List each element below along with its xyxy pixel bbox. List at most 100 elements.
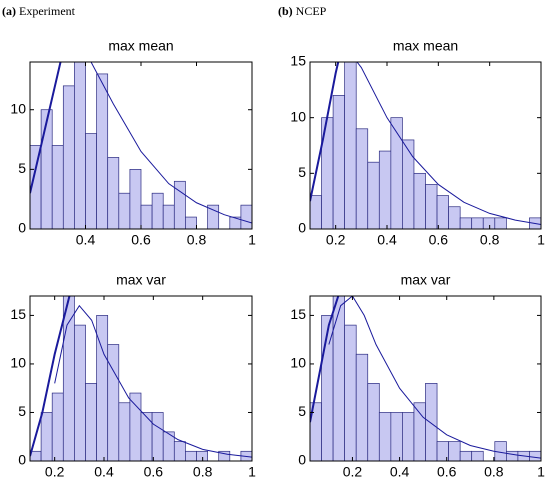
- x-tick-label: 0.8: [193, 464, 213, 480]
- y-tick-label: 5: [18, 403, 26, 419]
- bar: [96, 73, 109, 230]
- bar: [62, 85, 75, 230]
- panel-label: (a) Experiment: [2, 4, 76, 18]
- bar: [240, 204, 253, 230]
- bar: [140, 204, 153, 230]
- bar: [51, 392, 64, 462]
- bar: [309, 195, 322, 230]
- chart-title: max var: [401, 272, 451, 288]
- chart: max mean 0 5 10 15 0.2 0.4 0.6 0.8 1: [290, 38, 545, 248]
- y-tick-label: 15: [290, 53, 306, 69]
- x-tick-label: 0.8: [484, 464, 504, 480]
- fit-curve: [30, 62, 62, 194]
- bar: [355, 128, 369, 230]
- bar: [471, 217, 484, 230]
- x-tick-label: 0.2: [343, 464, 363, 480]
- chart-title: max mean: [108, 38, 173, 54]
- bar: [506, 450, 519, 462]
- y-tick-label: 5: [298, 403, 306, 419]
- y-tick-label: 15: [10, 306, 26, 322]
- bar: [390, 412, 403, 462]
- x-tick-label: 0.4: [94, 464, 114, 480]
- plot-frame: [309, 295, 542, 462]
- panel-tag: (b): [278, 4, 293, 18]
- x-tick-label: 0.2: [326, 232, 346, 248]
- bar: [355, 353, 369, 462]
- bar: [85, 383, 97, 462]
- bar: [448, 206, 461, 230]
- bar: [344, 324, 357, 462]
- bar: [51, 145, 64, 230]
- x-tick-label: 0.6: [144, 464, 164, 480]
- bar: [402, 412, 415, 462]
- bar: [367, 383, 380, 462]
- x-tick-label: 0.8: [187, 232, 207, 248]
- y-tick-label: 0: [298, 220, 306, 236]
- bar: [173, 441, 186, 462]
- chart: max var 0 5 10 15 0.2 0.4 0.6 0.8 1: [290, 272, 545, 480]
- bar: [332, 295, 346, 462]
- x-tick-label: 1: [537, 232, 545, 248]
- bar: [40, 109, 53, 230]
- bar: [459, 450, 473, 462]
- chart: max var 0 5 10 15 0.2 0.4 0.6 0.8 1: [10, 272, 256, 480]
- plot-frame: [29, 295, 253, 462]
- x-tick-label: 0.6: [131, 232, 151, 248]
- y-tick-label: 0: [18, 452, 26, 468]
- bar: [459, 217, 473, 230]
- chart: max mean 0 5 10 0.4 0.6 0.8 1: [10, 38, 256, 248]
- y-tick-label: 10: [290, 355, 306, 371]
- bar: [482, 217, 496, 230]
- bar: [185, 450, 197, 462]
- y-tick-label: 5: [18, 160, 26, 176]
- bar: [62, 295, 75, 462]
- fit-curve: [310, 296, 340, 423]
- y-tick-label: 10: [10, 100, 26, 116]
- panel-name: Experiment: [19, 4, 76, 18]
- bar: [151, 412, 164, 462]
- chart-title: max var: [116, 272, 166, 288]
- bar: [118, 192, 131, 230]
- bar: [471, 450, 484, 462]
- bar: [402, 139, 415, 230]
- panel-label: (b) NCEP: [278, 4, 327, 18]
- x-tick-label: 0.4: [390, 464, 410, 480]
- x-tick-label: 1: [248, 464, 256, 480]
- bar: [378, 150, 392, 230]
- bar: [378, 412, 392, 462]
- bar: [74, 324, 86, 462]
- x-tick-label: 1: [248, 232, 256, 248]
- y-tick-label: 0: [18, 220, 26, 236]
- x-tick-label: 0.2: [45, 464, 65, 480]
- panel-name: NCEP: [296, 4, 327, 18]
- bar: [118, 402, 131, 462]
- bar: [151, 192, 164, 230]
- x-tick-label: 0.4: [377, 232, 397, 248]
- chart-title: max mean: [393, 38, 458, 54]
- bar: [344, 61, 357, 230]
- bar: [332, 95, 346, 230]
- bar: [367, 161, 380, 230]
- y-tick-label: 10: [10, 355, 26, 371]
- bar: [107, 157, 120, 230]
- bar: [129, 169, 142, 230]
- fit-curve: [54, 304, 252, 458]
- bar: [413, 172, 426, 230]
- x-tick-label: 0.6: [429, 232, 449, 248]
- fit-curve: [356, 62, 541, 226]
- fit-curve: [328, 296, 541, 459]
- x-tick-label: 0.6: [437, 464, 457, 480]
- x-tick-label: 1: [537, 464, 545, 480]
- bar: [436, 195, 449, 230]
- fit-curve: [90, 62, 252, 224]
- x-tick-label: 0.8: [480, 232, 500, 248]
- panel-tag: (a): [2, 4, 16, 18]
- bar: [129, 392, 142, 462]
- bar: [40, 412, 53, 462]
- bar: [425, 184, 438, 230]
- bar: [140, 412, 153, 462]
- bar: [529, 450, 542, 462]
- plot-frame: [309, 61, 542, 230]
- y-tick-label: 0: [298, 452, 306, 468]
- bar: [185, 216, 197, 230]
